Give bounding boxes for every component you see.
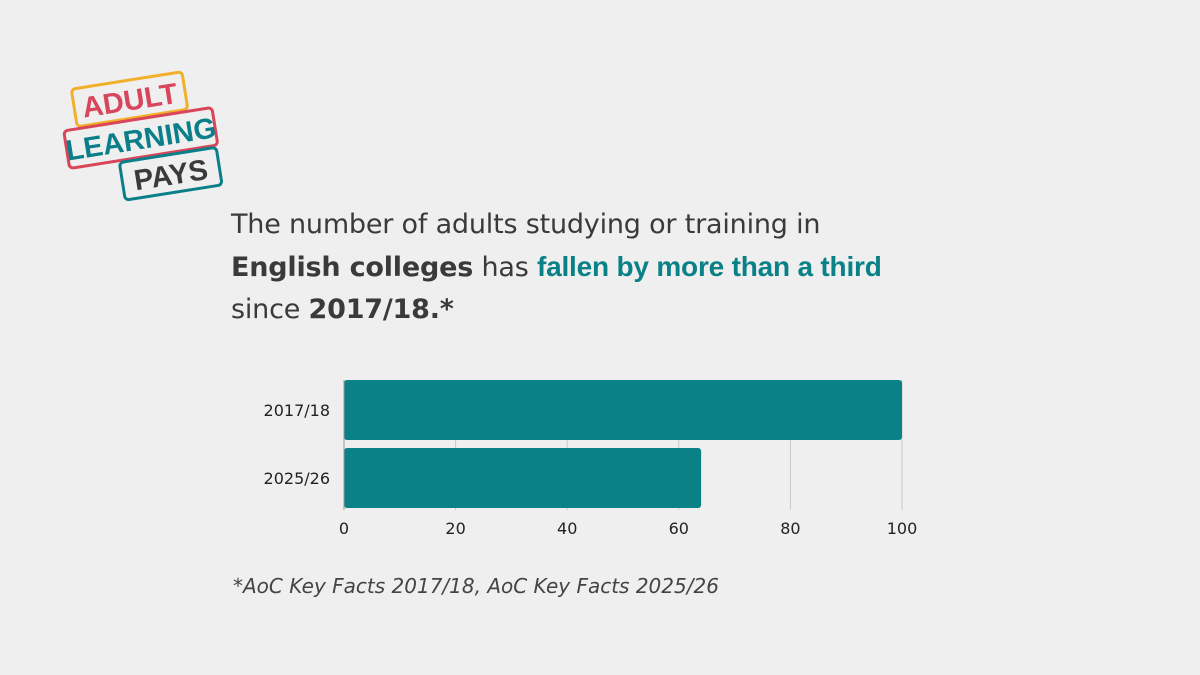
logo-frame-red (62, 106, 219, 170)
x-tick-label: 40 (557, 519, 577, 538)
logo-frame-yellow (70, 70, 189, 128)
headline-text-has: has (473, 252, 537, 283)
bar-1 (344, 448, 702, 508)
category-label: 2025/26 (264, 469, 330, 488)
headline-bold-english-colleges: English colleges (231, 252, 474, 283)
x-tick-label: 20 (445, 519, 465, 538)
bar-0 (344, 380, 902, 440)
x-tick-label: 60 (669, 519, 689, 538)
x-tick-label: 100 (887, 519, 918, 538)
headline: The number of adults studying or trainin… (231, 204, 951, 331)
headline-accent: fallen by more than a third (536, 251, 882, 282)
source-footnote: *AoC Key Facts 2017/18, AoC Key Facts 20… (233, 574, 719, 598)
logo-frame-teal (118, 146, 224, 202)
headline-bold-year: 2017/18.* (308, 294, 454, 325)
adult-learning-pays-logo: ADULT LEARNING PAYS (62, 70, 224, 202)
headline-line-1: The number of adults studying or trainin… (231, 204, 951, 246)
headline-line-3: since 2017/18.* (231, 289, 951, 331)
bar-chart: 2017/18 2025/26 0 20 40 60 80 100 (264, 380, 918, 538)
headline-text-since: since (231, 294, 309, 325)
headline-line-2: English colleges has fallen by more than… (231, 246, 951, 289)
category-label: 2017/18 (264, 401, 330, 420)
x-tick-label: 80 (780, 519, 800, 538)
headline-text-1: The number of adults studying or trainin… (231, 209, 821, 240)
logo-line-pays: PAYS (132, 154, 210, 197)
x-tick-label: 0 (339, 519, 349, 538)
